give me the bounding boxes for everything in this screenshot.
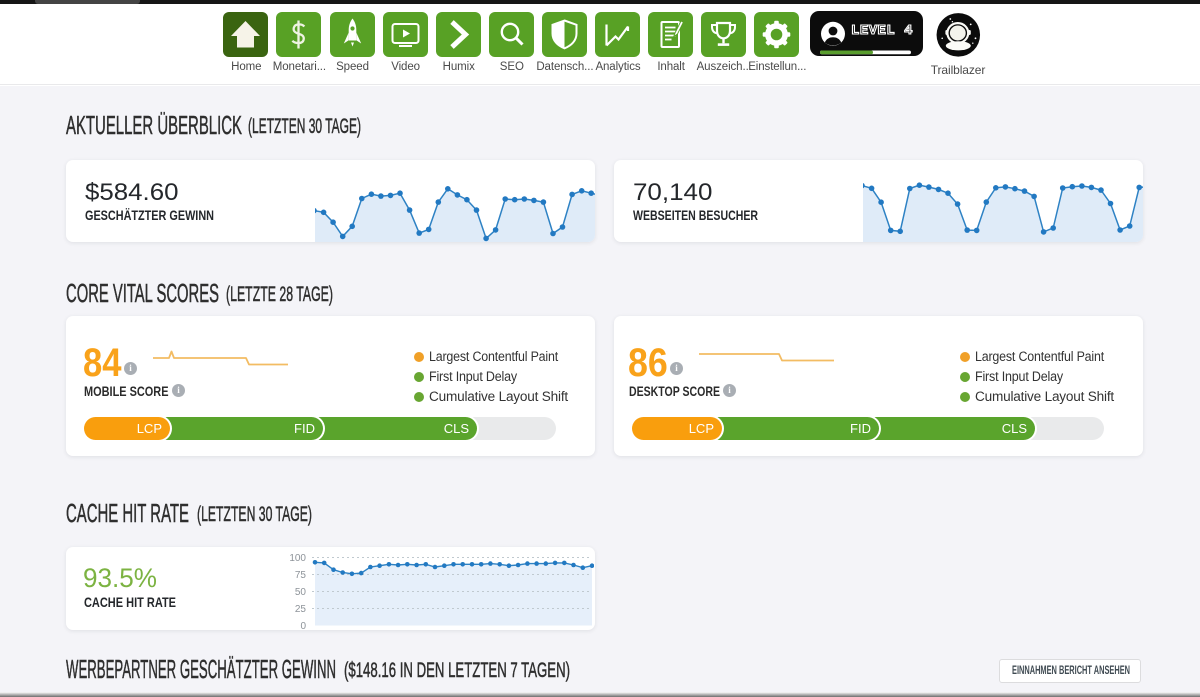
svg-text:0: 0 <box>300 621 306 630</box>
svg-text:25: 25 <box>295 604 307 615</box>
svg-text:100: 100 <box>289 553 306 564</box>
svg-text:75: 75 <box>295 570 307 581</box>
svg-text:50: 50 <box>295 587 307 598</box>
